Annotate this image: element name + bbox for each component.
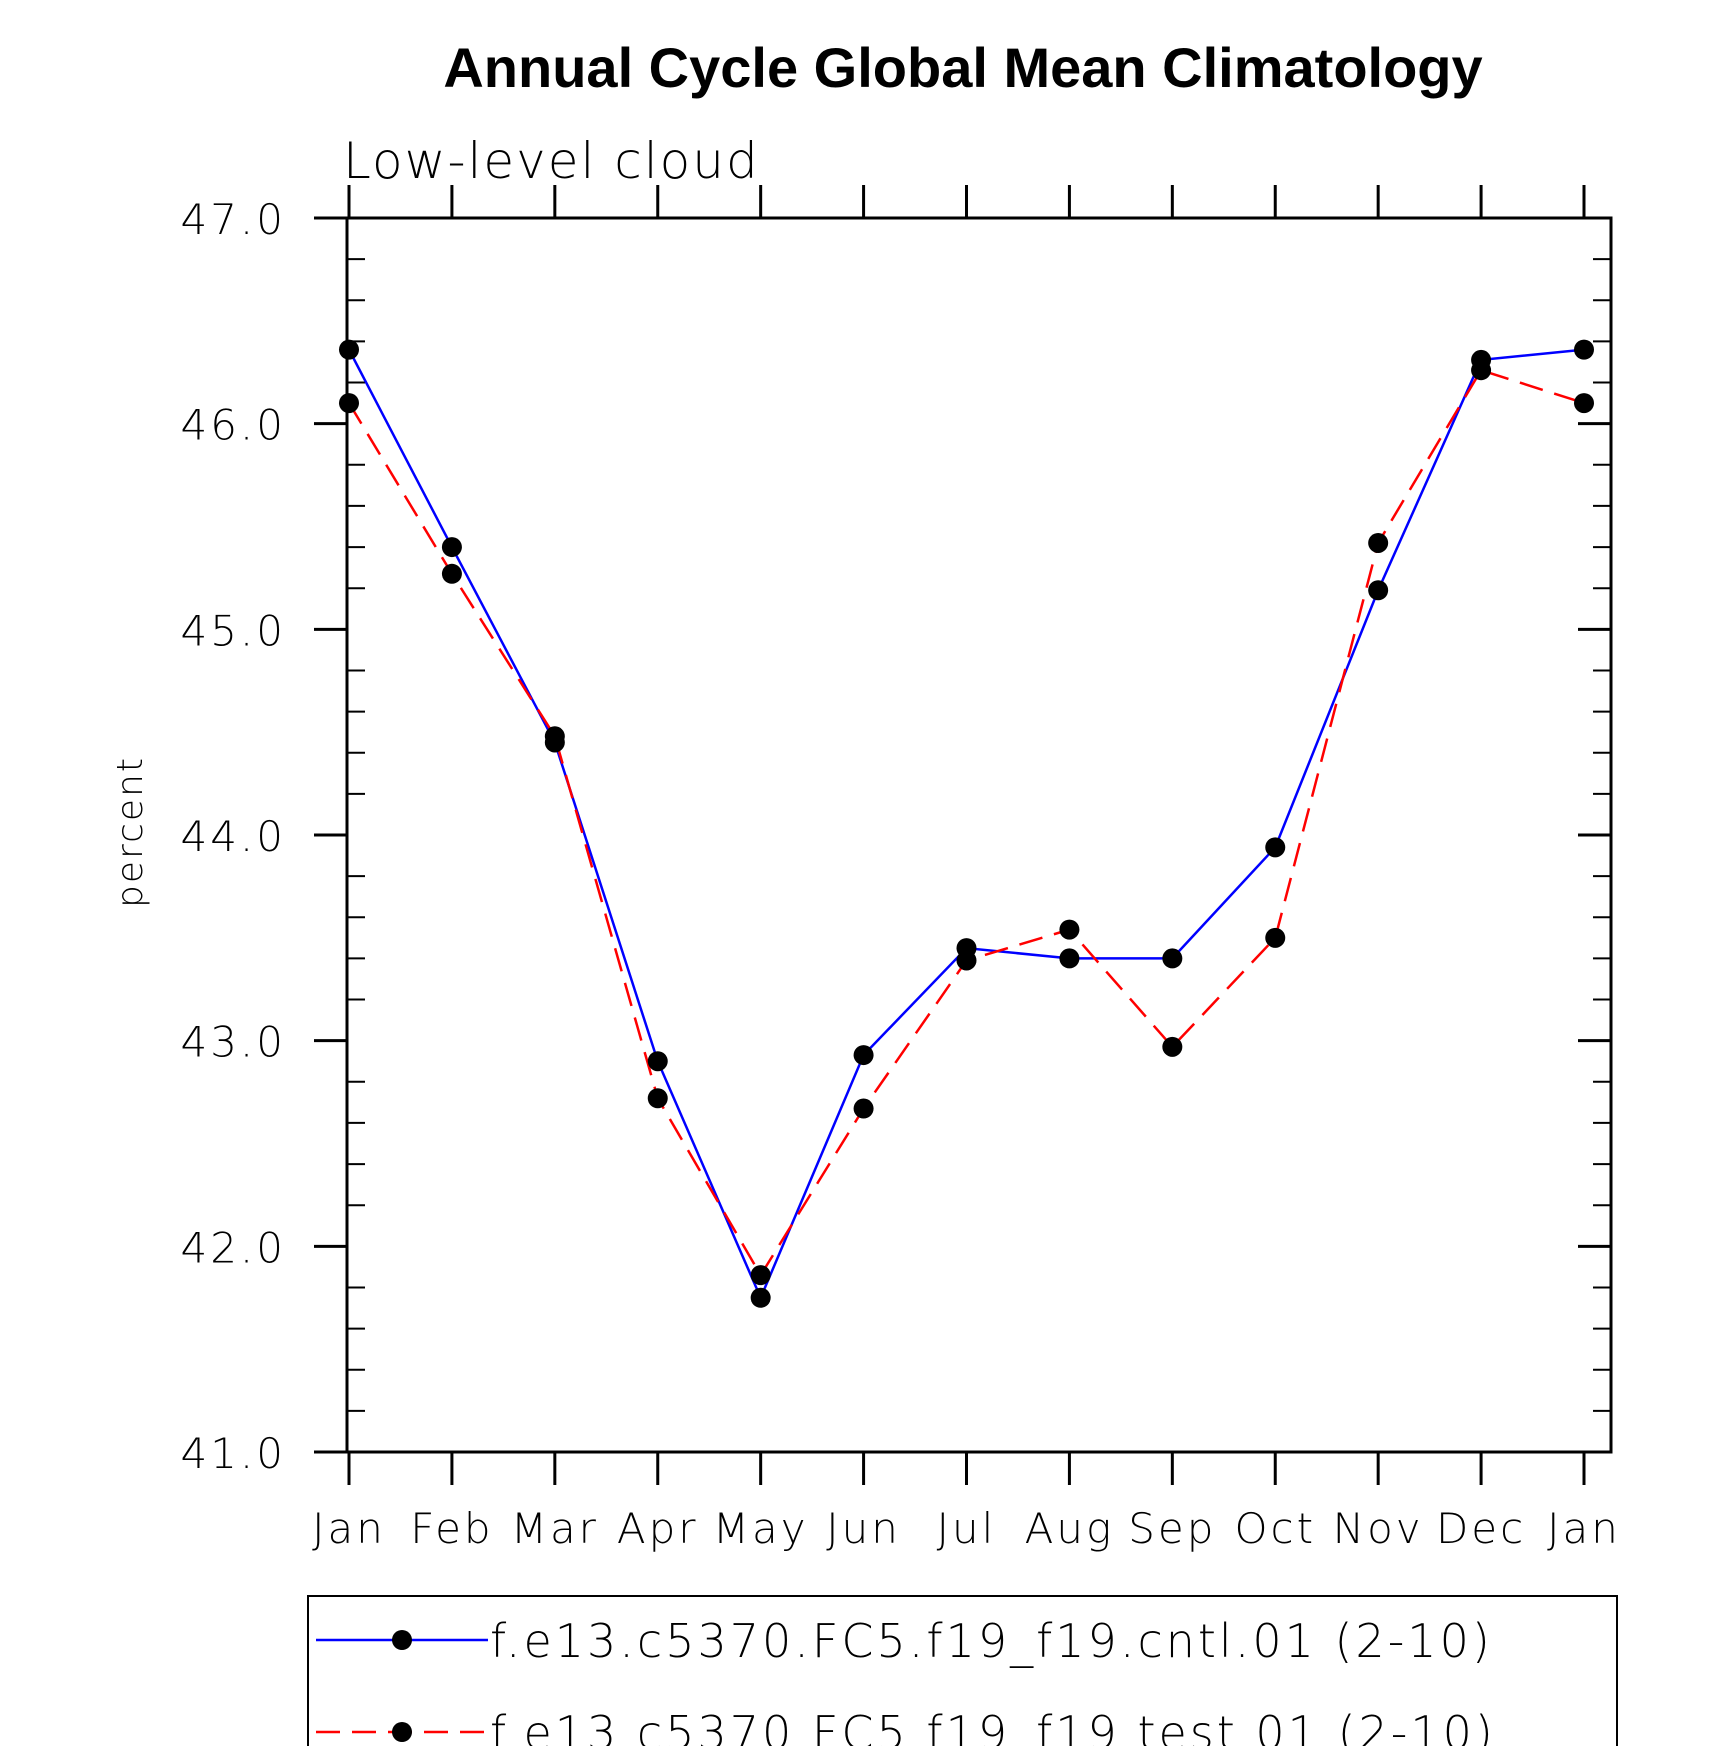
axis-ticks bbox=[314, 185, 1611, 1485]
data-point-series-1 bbox=[1368, 580, 1389, 601]
x-tick-labels: Jan Feb Mar Apr May Jun Jul Aug Sep Oct Nov Dec Jan bbox=[312, 1504, 1621, 1553]
chart-subtitle: Low-level cloud bbox=[343, 132, 760, 190]
data-point-series-2 bbox=[647, 1088, 668, 1109]
y-axis-label: percent bbox=[110, 756, 151, 908]
y-tick-labels: 41.0 42.0 43.0 44.0 45.0 46.0 47.0 bbox=[180, 195, 286, 1478]
data-point-series-1 bbox=[339, 339, 359, 360]
data-point-series-1 bbox=[1265, 837, 1286, 858]
series-line-2 bbox=[347, 368, 1585, 1278]
y-tick-label: 46.0 bbox=[180, 401, 286, 450]
data-point-series-2 bbox=[339, 393, 359, 414]
x-tick-label: Nov bbox=[1333, 1504, 1424, 1553]
legend-marker-2 bbox=[392, 1722, 412, 1742]
data-point-series-2 bbox=[1471, 360, 1492, 381]
y-tick-label: 41.0 bbox=[180, 1429, 286, 1478]
data-point-series-1 bbox=[647, 1051, 668, 1072]
data-point-series-2 bbox=[956, 950, 977, 971]
y-tick-label: 43.0 bbox=[180, 1018, 286, 1067]
data-point-series-2 bbox=[853, 1098, 874, 1119]
data-point-series-1 bbox=[750, 1287, 771, 1308]
legend-label-1: f.e13.c5370.FC5.f19_f19.cntl.01 (2-10) bbox=[490, 1614, 1493, 1668]
data-point-series-2 bbox=[1162, 1036, 1183, 1057]
series-line-1 bbox=[347, 348, 1585, 1301]
data-point-series-2 bbox=[1059, 919, 1080, 940]
x-tick-label: Dec bbox=[1436, 1504, 1526, 1553]
x-tick-label: Jul bbox=[937, 1504, 997, 1553]
x-tick-label: Jun bbox=[826, 1504, 901, 1553]
x-tick-label: Oct bbox=[1234, 1504, 1316, 1553]
x-tick-label: Jan bbox=[1547, 1504, 1621, 1553]
x-tick-label: Jan bbox=[312, 1504, 386, 1553]
x-tick-label: Sep bbox=[1128, 1504, 1216, 1553]
data-point-series-2 bbox=[750, 1265, 771, 1286]
x-tick-label: Apr bbox=[617, 1504, 699, 1553]
x-tick-label: Feb bbox=[410, 1504, 493, 1553]
data-point-series-1 bbox=[1574, 339, 1594, 360]
y-tick-label: 45.0 bbox=[180, 606, 286, 655]
series-layer bbox=[339, 339, 1594, 1308]
data-point-series-2 bbox=[441, 563, 462, 584]
legend-box bbox=[307, 1595, 1618, 1746]
legend-marker-1 bbox=[392, 1630, 412, 1650]
y-tick-label: 44.0 bbox=[180, 812, 286, 861]
data-point-series-1 bbox=[1162, 948, 1183, 969]
data-point-series-2 bbox=[544, 726, 565, 747]
chart-title: Annual Cycle Global Mean Climatology bbox=[443, 36, 1482, 99]
y-tick-label: 47.0 bbox=[180, 195, 286, 244]
data-point-series-2 bbox=[1265, 927, 1286, 948]
x-tick-label: Mar bbox=[511, 1504, 599, 1553]
legend: f.e13.c5370.FC5.f19_f19.cntl.01 (2-10) f.… bbox=[307, 1595, 1618, 1746]
plot-frame bbox=[345, 216, 1613, 1454]
x-tick-label: Aug bbox=[1025, 1504, 1115, 1553]
data-point-series-2 bbox=[1574, 393, 1594, 414]
data-point-series-2 bbox=[1368, 532, 1389, 553]
legend-label-2: f.e13.c5370.FC5.f19_f19.test.01 (2-10) bbox=[490, 1706, 1496, 1746]
y-tick-label: 42.0 bbox=[180, 1223, 286, 1272]
data-point-series-1 bbox=[853, 1045, 874, 1066]
x-tick-label: May bbox=[713, 1504, 809, 1553]
data-point-series-1 bbox=[1059, 948, 1080, 969]
data-point-series-1 bbox=[441, 537, 462, 558]
